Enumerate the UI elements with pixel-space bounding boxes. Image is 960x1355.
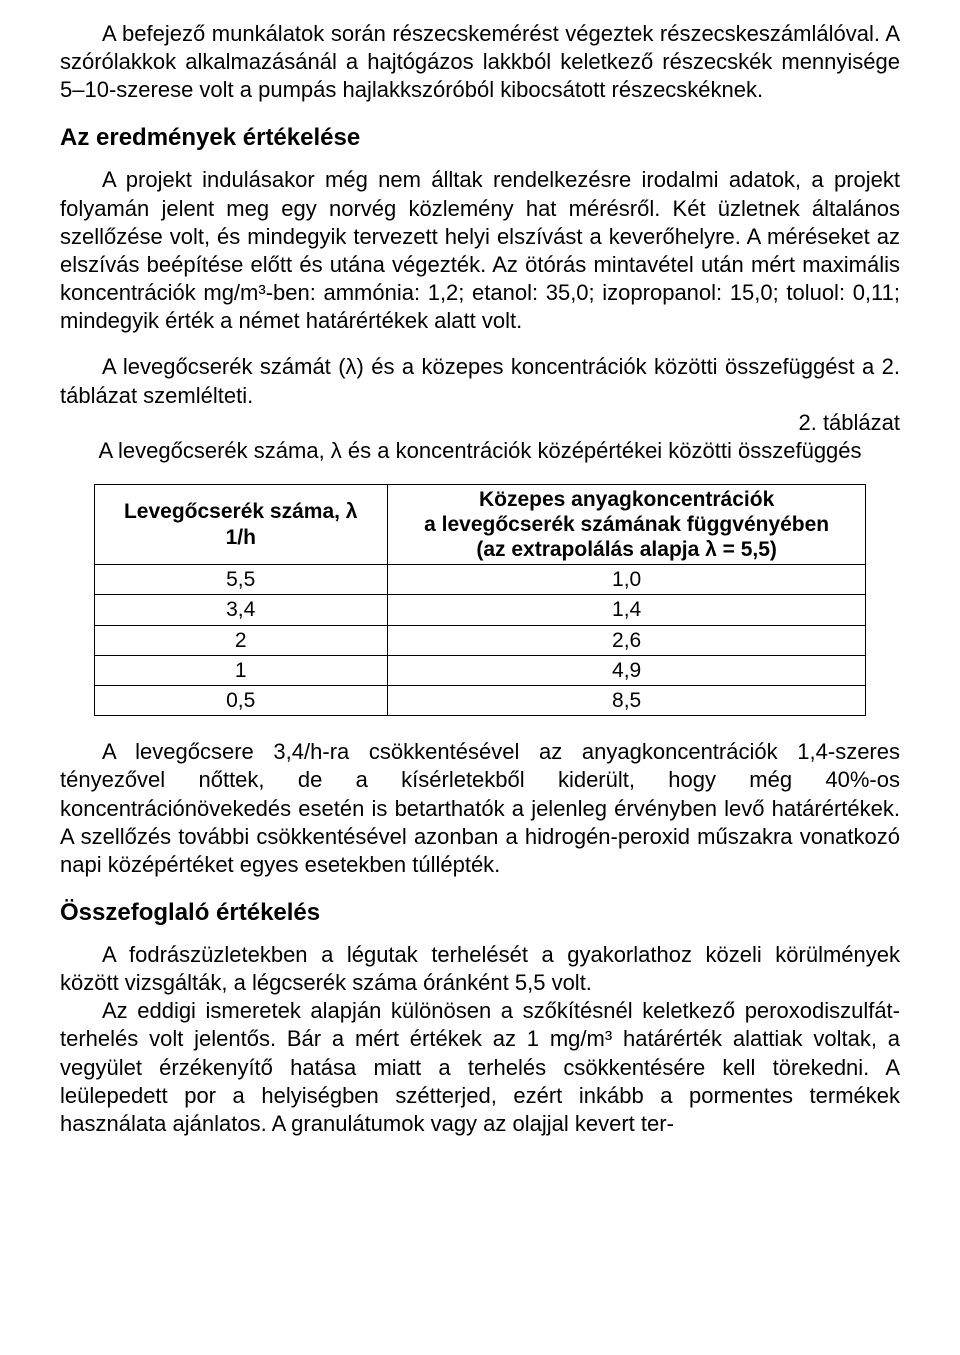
paragraph-intro: A befejező munkálatok során részecskemér…: [60, 20, 900, 104]
paragraph-summary-1: A fodrászüzletekben a légutak terhelését…: [60, 941, 900, 997]
heading-results: Az eredmények értékelése: [60, 124, 900, 152]
table-cell: 8,5: [387, 686, 866, 716]
table-cell: 2,6: [387, 625, 866, 655]
th-col2-line2: a levegőcserék számának függvényében: [424, 513, 829, 536]
paragraph-results-2: A levegőcserék számát (λ) és a közepes k…: [60, 353, 900, 409]
table-row: 5,5 1,0: [94, 565, 866, 595]
table-header-col1: Levegőcserék száma, λ 1/h: [94, 484, 387, 565]
table-cell: 1,4: [387, 595, 866, 625]
th-col1-line2: 1/h: [226, 526, 256, 549]
paragraph-summary-2: Az eddigi ismeretek alapján különösen a …: [60, 997, 900, 1138]
table-cell: 5,5: [94, 565, 387, 595]
table-cell: 0,5: [94, 686, 387, 716]
table-header-col2: Közepes anyagkoncentrációk a levegőcseré…: [387, 484, 866, 565]
table-cell: 1,0: [387, 565, 866, 595]
table-row: 1 4,9: [94, 655, 866, 685]
heading-summary: Összefoglaló értékelés: [60, 899, 900, 927]
paragraph-results-1: A projekt indulásakor még nem álltak ren…: [60, 166, 900, 335]
table-cell: 4,9: [387, 655, 866, 685]
th-col2-line1: Közepes anyagkoncentrációk: [479, 488, 774, 511]
paragraph-results-2-text: A levegőcserék számát (λ) és a közepes k…: [60, 354, 900, 407]
table-cell: 3,4: [94, 595, 387, 625]
table-row: 0,5 8,5: [94, 686, 866, 716]
document-page: A befejező munkálatok során részecskemér…: [0, 0, 960, 1176]
table-cell: 2: [94, 625, 387, 655]
table-cell: 1: [94, 655, 387, 685]
table-title: A levegőcserék száma, λ és a koncentráci…: [60, 438, 900, 464]
table-header-row: Levegőcserék száma, λ 1/h Közepes anyagk…: [94, 484, 866, 565]
th-col1-line1: Levegőcserék száma, λ: [124, 500, 357, 523]
paragraph-after-table: A levegőcsere 3,4/h-ra csökkentésével az…: [60, 738, 900, 879]
th-col2-line3: (az extrapolálás alapja λ = 5,5): [476, 538, 777, 561]
data-table: Levegőcserék száma, λ 1/h Közepes anyagk…: [94, 484, 867, 717]
table-row: 2 2,6: [94, 625, 866, 655]
table-caption: 2. táblázat: [60, 410, 900, 436]
table-row: 3,4 1,4: [94, 595, 866, 625]
